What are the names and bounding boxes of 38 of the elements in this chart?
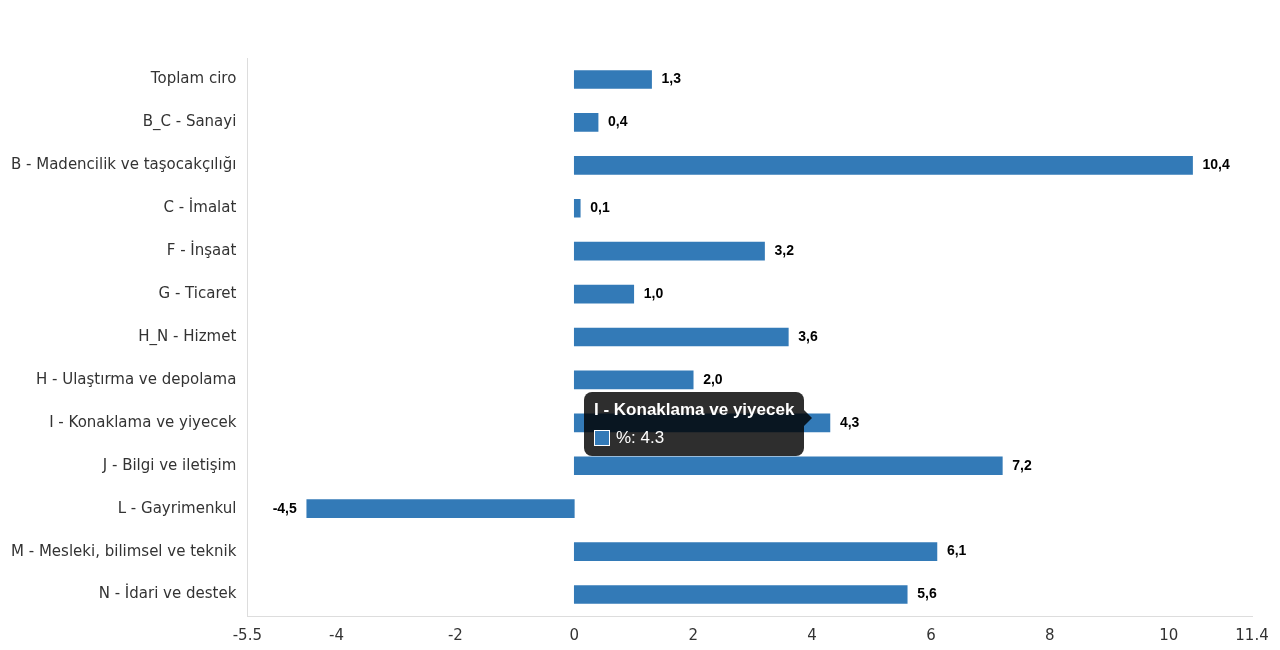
x-tick-label: 2 bbox=[688, 625, 698, 644]
y-tick-label: Toplam ciro bbox=[149, 69, 237, 88]
y-tick-label: J - Bilgi ve iletişim bbox=[101, 455, 237, 474]
y-tick-label: H_N - Hizmet bbox=[138, 326, 237, 346]
y-tick-label: M - Mesleki, bilimsel ve teknik bbox=[11, 541, 237, 560]
x-tick-label: 8 bbox=[1045, 625, 1055, 644]
y-tick-label: N - İdari ve destek bbox=[98, 583, 237, 603]
y-tick-label: I - Konaklama ve yiyecek bbox=[49, 412, 237, 431]
y-tick-label: G - Ticaret bbox=[158, 283, 237, 302]
annotation: %: 4.3 bbox=[616, 428, 665, 448]
x-tick-label: 11.4 bbox=[1235, 625, 1269, 644]
data-label: 2,0 bbox=[703, 370, 723, 387]
x-tick-label: -4 bbox=[329, 625, 344, 644]
data-label: 7,2 bbox=[1012, 456, 1032, 473]
y-tick-label: F - İnşaat bbox=[166, 240, 237, 260]
data-label: 0,1 bbox=[590, 199, 610, 216]
data-label: 3,2 bbox=[774, 242, 795, 259]
data-label: 6,1 bbox=[946, 542, 967, 559]
y-tick-label: C - İmalat bbox=[163, 197, 237, 217]
y-tick-label: L - Gayrimenkul bbox=[117, 498, 237, 517]
y-tick-label: B_C - Sanayi bbox=[142, 112, 237, 132]
data-label: 5,6 bbox=[917, 585, 937, 602]
y-tick-label: H - Ulaştırma ve depolama bbox=[35, 369, 237, 388]
data-label: 1,3 bbox=[661, 70, 682, 87]
data-label: -4,5 bbox=[272, 499, 297, 516]
data-label: 1,0 bbox=[643, 284, 664, 301]
y-tick-label: B - Madencilik ve taşocakçılığı bbox=[10, 155, 237, 174]
data-label: 0,4 bbox=[608, 113, 628, 130]
x-tick-label: 0 bbox=[569, 625, 580, 644]
x-tick-label: 6 bbox=[926, 625, 936, 644]
x-tick-label: -2 bbox=[447, 625, 463, 644]
data-label: 4,3 bbox=[839, 413, 860, 430]
annotation: I - Konaklama ve yiyecek bbox=[594, 400, 795, 420]
x-tick-label: 4 bbox=[807, 625, 817, 644]
x-tick-label: -5.5 bbox=[232, 625, 262, 644]
x-tick-label: 10 bbox=[1159, 625, 1179, 644]
data-label: 10,4 bbox=[1202, 156, 1231, 173]
data-label: 3,6 bbox=[798, 327, 818, 344]
